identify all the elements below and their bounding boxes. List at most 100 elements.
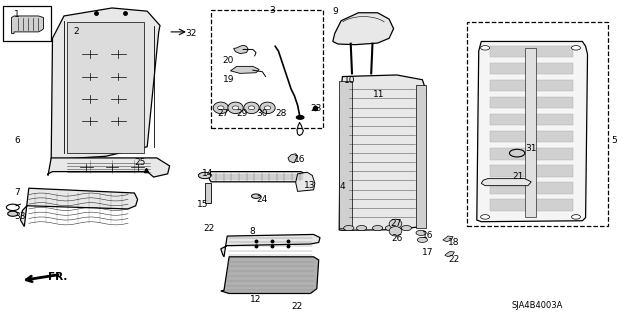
- Polygon shape: [244, 102, 259, 114]
- Text: 16: 16: [422, 231, 434, 240]
- Polygon shape: [221, 234, 320, 257]
- Polygon shape: [218, 106, 224, 110]
- Circle shape: [356, 226, 367, 231]
- Text: 22: 22: [291, 302, 303, 311]
- Bar: [490, 199, 573, 211]
- Text: 30: 30: [256, 109, 268, 118]
- Bar: [205, 183, 211, 203]
- Text: FR.: FR.: [48, 272, 67, 282]
- Polygon shape: [230, 66, 259, 73]
- Circle shape: [481, 46, 490, 50]
- Text: 23: 23: [310, 104, 322, 113]
- Bar: [490, 63, 573, 74]
- Polygon shape: [48, 158, 170, 177]
- Bar: [525, 48, 536, 217]
- Text: 20: 20: [223, 56, 234, 65]
- Circle shape: [572, 215, 580, 219]
- Circle shape: [385, 226, 396, 231]
- Bar: [490, 46, 573, 57]
- Circle shape: [198, 172, 211, 179]
- Text: 5: 5: [611, 136, 617, 145]
- Circle shape: [344, 226, 354, 231]
- Text: 25: 25: [134, 158, 146, 167]
- Text: 24: 24: [256, 195, 268, 204]
- Text: 3: 3: [269, 6, 275, 15]
- Circle shape: [417, 237, 428, 242]
- Circle shape: [372, 226, 383, 231]
- Polygon shape: [346, 80, 358, 89]
- Text: 27: 27: [390, 219, 402, 228]
- Polygon shape: [248, 106, 255, 110]
- Polygon shape: [296, 172, 315, 191]
- Text: 6: 6: [14, 136, 20, 145]
- Text: 17: 17: [422, 248, 434, 257]
- Text: 1: 1: [14, 10, 20, 19]
- Polygon shape: [481, 179, 531, 186]
- Text: 2: 2: [74, 27, 79, 36]
- Text: 13: 13: [304, 181, 316, 189]
- Polygon shape: [477, 41, 588, 222]
- Bar: [467, 22, 608, 226]
- Polygon shape: [264, 106, 271, 110]
- Bar: [490, 148, 573, 160]
- Text: 4: 4: [339, 182, 345, 191]
- Polygon shape: [232, 106, 239, 110]
- Circle shape: [509, 149, 525, 157]
- Text: 12: 12: [250, 295, 261, 304]
- Text: 32: 32: [186, 29, 197, 38]
- Polygon shape: [67, 22, 144, 153]
- Text: 28: 28: [275, 109, 287, 118]
- Text: 14: 14: [202, 169, 213, 178]
- Polygon shape: [445, 251, 454, 257]
- Bar: [490, 114, 573, 125]
- Text: 15: 15: [197, 200, 209, 209]
- Polygon shape: [234, 45, 248, 54]
- Polygon shape: [51, 8, 160, 160]
- Polygon shape: [389, 219, 402, 229]
- Polygon shape: [12, 16, 44, 33]
- Circle shape: [8, 211, 18, 216]
- Polygon shape: [365, 85, 378, 93]
- Polygon shape: [260, 102, 275, 114]
- Text: 31: 31: [525, 144, 536, 153]
- Circle shape: [296, 115, 304, 119]
- Text: 33: 33: [14, 212, 26, 221]
- Polygon shape: [213, 102, 228, 114]
- Circle shape: [416, 230, 426, 235]
- Circle shape: [401, 226, 412, 231]
- Bar: [211, 10, 323, 128]
- Text: 21: 21: [512, 172, 524, 181]
- Bar: [490, 182, 573, 194]
- Text: 29: 29: [237, 109, 248, 118]
- Bar: [339, 81, 352, 228]
- Text: 19: 19: [223, 75, 234, 84]
- Text: 22: 22: [204, 224, 215, 233]
- Bar: [490, 165, 573, 176]
- Polygon shape: [333, 13, 394, 45]
- Polygon shape: [339, 75, 426, 230]
- Text: 16: 16: [294, 155, 306, 164]
- Circle shape: [572, 46, 580, 50]
- Bar: [490, 80, 573, 92]
- Bar: [416, 85, 426, 228]
- Bar: [490, 97, 573, 108]
- Text: 10: 10: [344, 76, 356, 85]
- Text: 27: 27: [218, 109, 229, 118]
- Circle shape: [252, 194, 260, 198]
- Circle shape: [481, 215, 490, 219]
- Text: 26: 26: [392, 234, 403, 243]
- Bar: [3, 6, 51, 41]
- Text: 18: 18: [448, 238, 460, 247]
- Polygon shape: [288, 154, 298, 163]
- Bar: [490, 131, 573, 143]
- Text: 11: 11: [373, 90, 385, 99]
- Polygon shape: [443, 236, 453, 242]
- Text: SJA4B4003A: SJA4B4003A: [512, 301, 563, 310]
- Text: 7: 7: [14, 189, 20, 197]
- Polygon shape: [228, 102, 243, 114]
- Text: 22: 22: [448, 255, 460, 263]
- Polygon shape: [208, 172, 306, 182]
- Circle shape: [6, 204, 19, 211]
- Polygon shape: [221, 257, 319, 293]
- Polygon shape: [20, 188, 138, 226]
